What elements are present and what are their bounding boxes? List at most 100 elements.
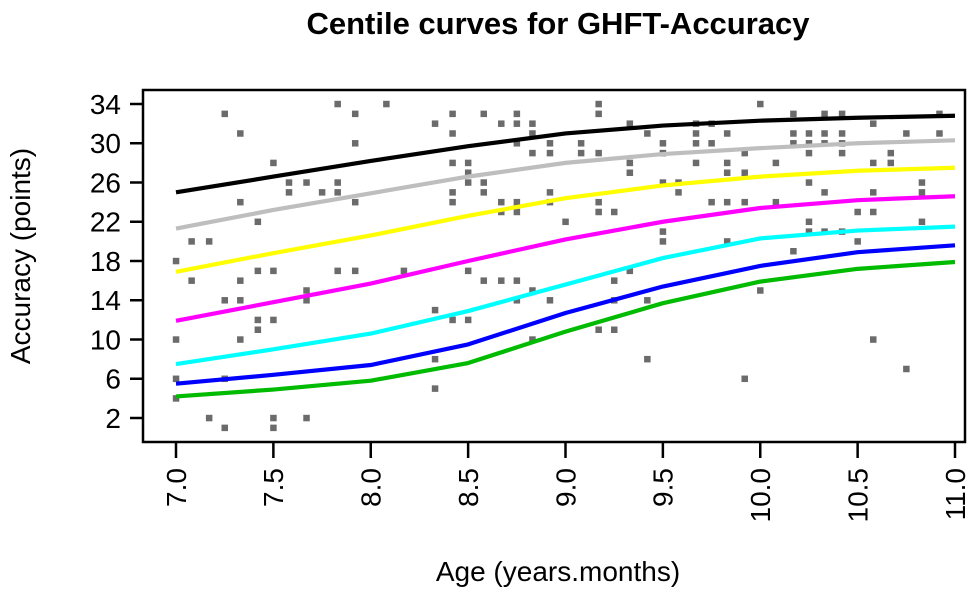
scatter-point	[805, 149, 813, 157]
scatter-point	[303, 414, 310, 422]
scatter-point	[595, 326, 602, 333]
centile-curve-green	[175, 259, 956, 399]
scatter-point	[918, 179, 926, 186]
centile-curve-black	[175, 113, 956, 195]
scatter-point	[595, 149, 602, 157]
scatter-point	[303, 297, 310, 304]
scatter-point	[383, 100, 390, 108]
scatter-point	[480, 110, 488, 118]
scatter-point	[431, 120, 439, 127]
scatter-point	[918, 218, 926, 226]
scatter-point	[692, 130, 700, 137]
scatter-point	[400, 267, 408, 275]
scatter-point	[838, 110, 846, 118]
scatter-point	[513, 140, 521, 147]
scatter-point	[854, 208, 861, 216]
scatter-point	[480, 277, 488, 284]
scatter-point	[562, 218, 569, 226]
scatter-point	[692, 140, 700, 147]
y-axis-tick-label: 22	[90, 207, 121, 238]
scatter-point	[254, 218, 262, 226]
scatter-point	[659, 238, 667, 245]
scatter-point	[644, 297, 651, 304]
scatter-point	[595, 198, 602, 206]
scatter-point	[188, 238, 195, 245]
scatter-point	[498, 198, 505, 206]
y-axis-tick-label: 18	[90, 246, 121, 277]
scatter-point	[221, 110, 228, 118]
y-axis-tick-label: 14	[90, 285, 121, 316]
scatter-point	[595, 100, 602, 108]
scatter-point	[644, 355, 651, 363]
plot-border	[141, 88, 967, 444]
x-axis-tick-label: 7.5	[258, 468, 289, 507]
scatter-point	[334, 267, 341, 275]
scatter-point	[351, 110, 359, 118]
scatter-point	[546, 149, 554, 157]
y-axis-tick-label: 10	[90, 324, 121, 355]
scatter-point	[838, 149, 846, 157]
scatter-point	[303, 287, 310, 294]
scatter-point	[237, 198, 244, 206]
scatter-point	[659, 179, 667, 186]
centile-curve-magenta	[175, 194, 956, 323]
y-axis-tick-label: 2	[105, 403, 121, 434]
scatter-point	[870, 159, 877, 167]
scatter-point	[254, 326, 262, 333]
scatter-point	[821, 110, 828, 118]
scatter-point	[790, 110, 797, 118]
scatter-point	[172, 395, 180, 402]
scatter-point	[887, 159, 895, 167]
scatter-point	[772, 198, 780, 206]
scatter-point	[723, 130, 731, 137]
scatter-point	[221, 424, 228, 432]
scatter-point	[870, 336, 877, 343]
scatter-point	[936, 130, 943, 137]
scatter-point	[741, 198, 748, 206]
scatter-point	[741, 375, 748, 383]
scatter-point	[723, 159, 731, 167]
y-axis-tick-label: 6	[105, 364, 121, 395]
scatter-point	[172, 375, 180, 383]
scatter-point	[334, 100, 341, 108]
x-axis-label: Age (years.months)	[435, 556, 681, 587]
scatter-point	[838, 130, 846, 137]
scatter-point	[595, 110, 602, 118]
scatter-point	[610, 277, 618, 284]
scatter-point	[790, 130, 797, 137]
scatter-point	[741, 169, 748, 176]
scatter-point	[903, 365, 910, 373]
scatter-point	[610, 208, 618, 216]
scatter-point	[870, 189, 877, 196]
scatter-point	[723, 169, 731, 176]
scatter-point	[626, 159, 634, 167]
scatter-point	[237, 130, 244, 137]
scatter-point	[805, 140, 813, 147]
scatter-point	[431, 355, 439, 363]
scatter-point	[513, 297, 521, 304]
scatter-point	[546, 297, 554, 304]
x-axis-tick-label: 7.0	[161, 468, 192, 507]
scatter-point	[464, 159, 472, 167]
scatter-point	[918, 189, 926, 196]
x-axis-tick-label: 9.0	[550, 468, 581, 507]
y-axis-tick-label: 30	[90, 128, 121, 159]
scatter-point	[626, 120, 634, 127]
scatter-point	[498, 277, 505, 284]
scatter-point	[805, 130, 813, 137]
scatter-point	[270, 414, 277, 422]
scatter-point	[659, 140, 667, 147]
scatter-point	[626, 169, 634, 176]
scatter-point	[205, 414, 213, 422]
scatter-point	[221, 297, 228, 304]
scatter-point	[821, 130, 828, 137]
scatter-point	[464, 169, 472, 176]
scatter-point	[805, 218, 813, 226]
scatter-point	[351, 267, 359, 275]
scatter-point	[805, 228, 813, 235]
scatter-point	[449, 198, 456, 206]
scatter-point	[692, 159, 700, 167]
y-axis-tick-label: 34	[90, 89, 121, 120]
scatter-point	[334, 179, 341, 186]
scatter-point	[513, 120, 521, 127]
